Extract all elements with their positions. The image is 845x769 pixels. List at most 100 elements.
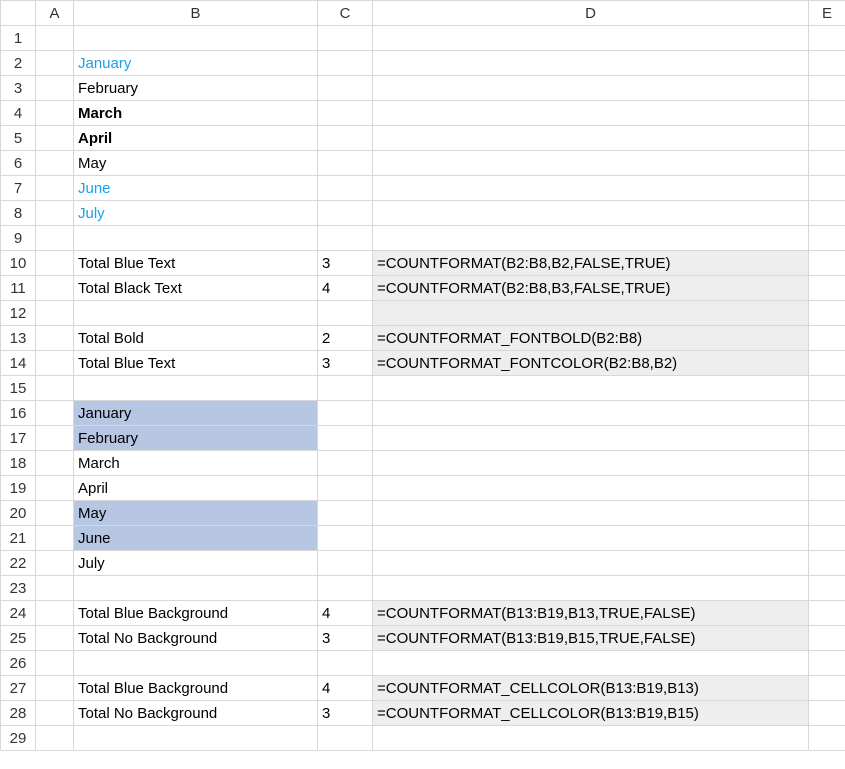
cell-B12[interactable] — [74, 301, 318, 326]
cell-A10[interactable] — [36, 251, 74, 276]
cell-A26[interactable] — [36, 651, 74, 676]
cell-C9[interactable] — [318, 226, 373, 251]
cell-A11[interactable] — [36, 276, 74, 301]
cell-E18[interactable] — [809, 451, 845, 476]
row-header[interactable]: 4 — [1, 101, 36, 126]
cell-D13[interactable]: =COUNTFORMAT_FONTBOLD(B2:B8) — [373, 326, 809, 351]
cell-B21[interactable]: June — [74, 526, 318, 551]
cell-C19[interactable] — [318, 476, 373, 501]
cell-E11[interactable] — [809, 276, 845, 301]
cell-E9[interactable] — [809, 226, 845, 251]
cell-C23[interactable] — [318, 576, 373, 601]
cell-C15[interactable] — [318, 376, 373, 401]
row-header[interactable]: 3 — [1, 76, 36, 101]
cell-D16[interactable] — [373, 401, 809, 426]
cell-C27[interactable]: 4 — [318, 676, 373, 701]
cell-E17[interactable] — [809, 426, 845, 451]
cell-E24[interactable] — [809, 601, 845, 626]
cell-D27[interactable]: =COUNTFORMAT_CELLCOLOR(B13:B19,B13) — [373, 676, 809, 701]
cell-C13[interactable]: 2 — [318, 326, 373, 351]
cell-A2[interactable] — [36, 51, 74, 76]
cell-D22[interactable] — [373, 551, 809, 576]
row-header[interactable]: 18 — [1, 451, 36, 476]
cell-D3[interactable] — [373, 76, 809, 101]
cell-C22[interactable] — [318, 551, 373, 576]
spreadsheet-grid[interactable]: A B C D E 1 2January 3February 4March 5A… — [0, 0, 845, 751]
cell-D28[interactable]: =COUNTFORMAT_CELLCOLOR(B13:B19,B15) — [373, 701, 809, 726]
row-header[interactable]: 2 — [1, 51, 36, 76]
row-header[interactable]: 13 — [1, 326, 36, 351]
row-header[interactable]: 20 — [1, 501, 36, 526]
cell-C28[interactable]: 3 — [318, 701, 373, 726]
cell-E14[interactable] — [809, 351, 845, 376]
cell-C18[interactable] — [318, 451, 373, 476]
cell-D6[interactable] — [373, 151, 809, 176]
cell-E12[interactable] — [809, 301, 845, 326]
cell-D9[interactable] — [373, 226, 809, 251]
cell-D18[interactable] — [373, 451, 809, 476]
cell-D11[interactable]: =COUNTFORMAT(B2:B8,B3,FALSE,TRUE) — [373, 276, 809, 301]
cell-C10[interactable]: 3 — [318, 251, 373, 276]
row-header[interactable]: 9 — [1, 226, 36, 251]
cell-B20[interactable]: May — [74, 501, 318, 526]
cell-C5[interactable] — [318, 126, 373, 151]
cell-E1[interactable] — [809, 26, 845, 51]
row-header[interactable]: 25 — [1, 626, 36, 651]
cell-B26[interactable] — [74, 651, 318, 676]
cell-C3[interactable] — [318, 76, 373, 101]
row-header[interactable]: 16 — [1, 401, 36, 426]
row-header[interactable]: 14 — [1, 351, 36, 376]
cell-A25[interactable] — [36, 626, 74, 651]
cell-E13[interactable] — [809, 326, 845, 351]
cell-D4[interactable] — [373, 101, 809, 126]
cell-B16[interactable]: January — [74, 401, 318, 426]
cell-A24[interactable] — [36, 601, 74, 626]
cell-C21[interactable] — [318, 526, 373, 551]
cell-D1[interactable] — [373, 26, 809, 51]
cell-B19[interactable]: April — [74, 476, 318, 501]
cell-A6[interactable] — [36, 151, 74, 176]
cell-C4[interactable] — [318, 101, 373, 126]
row-header[interactable]: 6 — [1, 151, 36, 176]
cell-B2[interactable]: January — [74, 51, 318, 76]
cell-E2[interactable] — [809, 51, 845, 76]
cell-D26[interactable] — [373, 651, 809, 676]
row-header[interactable]: 27 — [1, 676, 36, 701]
cell-B15[interactable] — [74, 376, 318, 401]
row-header[interactable]: 22 — [1, 551, 36, 576]
cell-E10[interactable] — [809, 251, 845, 276]
cell-B25[interactable]: Total No Background — [74, 626, 318, 651]
cell-B24[interactable]: Total Blue Background — [74, 601, 318, 626]
cell-D12[interactable] — [373, 301, 809, 326]
row-header[interactable]: 17 — [1, 426, 36, 451]
cell-E3[interactable] — [809, 76, 845, 101]
cell-B9[interactable] — [74, 226, 318, 251]
row-header[interactable]: 26 — [1, 651, 36, 676]
cell-B7[interactable]: June — [74, 176, 318, 201]
cell-D8[interactable] — [373, 201, 809, 226]
cell-A1[interactable] — [36, 26, 74, 51]
cell-B5[interactable]: April — [74, 126, 318, 151]
cell-E6[interactable] — [809, 151, 845, 176]
row-header[interactable]: 12 — [1, 301, 36, 326]
cell-C20[interactable] — [318, 501, 373, 526]
cell-E5[interactable] — [809, 126, 845, 151]
col-header-A[interactable]: A — [36, 1, 74, 26]
cell-E22[interactable] — [809, 551, 845, 576]
cell-C17[interactable] — [318, 426, 373, 451]
cell-A5[interactable] — [36, 126, 74, 151]
row-header[interactable]: 10 — [1, 251, 36, 276]
cell-B28[interactable]: Total No Background — [74, 701, 318, 726]
cell-B4[interactable]: March — [74, 101, 318, 126]
cell-B3[interactable]: February — [74, 76, 318, 101]
cell-A3[interactable] — [36, 76, 74, 101]
cell-A14[interactable] — [36, 351, 74, 376]
cell-D19[interactable] — [373, 476, 809, 501]
col-header-D[interactable]: D — [373, 1, 809, 26]
col-header-B[interactable]: B — [74, 1, 318, 26]
cell-A7[interactable] — [36, 176, 74, 201]
cell-A18[interactable] — [36, 451, 74, 476]
cell-B1[interactable] — [74, 26, 318, 51]
cell-E7[interactable] — [809, 176, 845, 201]
cell-B6[interactable]: May — [74, 151, 318, 176]
